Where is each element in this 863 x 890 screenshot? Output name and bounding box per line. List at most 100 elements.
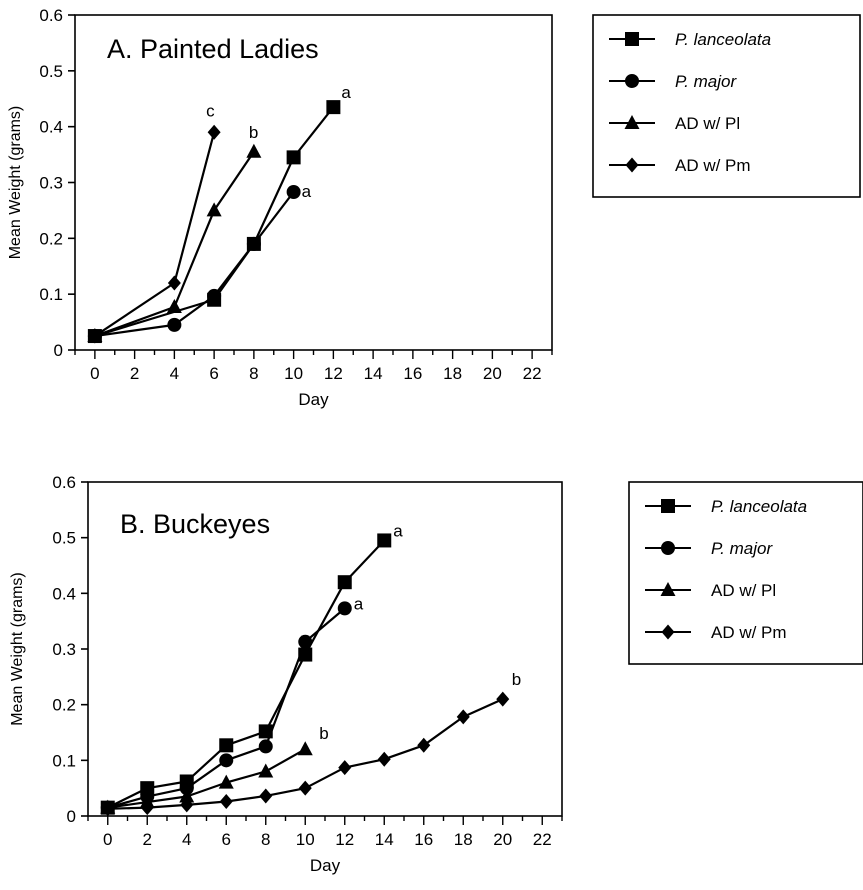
legend: P. lanceolata P. major AD w/ Pl AD w/ Pm <box>628 481 863 665</box>
y-tick-label: 0.4 <box>39 118 63 137</box>
legend-marker-triangle <box>660 582 676 596</box>
data-point-diamond <box>496 691 510 707</box>
data-point-circle <box>179 781 194 796</box>
y-tick-label: 0.3 <box>52 640 76 659</box>
data-point-diamond <box>88 328 102 344</box>
x-tick-label: 2 <box>143 830 152 849</box>
data-point-diamond <box>219 794 233 810</box>
y-axis-label: Mean Weight (grams) <box>9 572 26 726</box>
data-point-diamond <box>417 737 431 753</box>
y-tick-label: 0.6 <box>39 6 63 25</box>
legend-label: P. lanceolata <box>711 497 807 516</box>
legend-marker-circle <box>661 541 675 555</box>
y-tick-label: 0.1 <box>39 285 63 304</box>
legend-label: AD w/ Pm <box>711 623 787 642</box>
data-point-triangle <box>258 763 274 778</box>
series-line <box>94 191 295 338</box>
legend-label: AD w/ Pl <box>675 114 740 133</box>
y-axis-label: Mean Weight (grams) <box>7 106 24 260</box>
x-tick-label: 2 <box>130 364 139 383</box>
x-tick-label: 20 <box>483 364 502 383</box>
x-tick-label: 0 <box>103 830 112 849</box>
data-point-triangle <box>246 143 262 158</box>
chart-panel-a: 0 0.1 0.2 0.3 0.4 0.5 0.6 0 2 4 6 8 10 12 14 16 18 20 22 Da… <box>7 6 861 409</box>
data-point-square <box>377 533 392 548</box>
data-point-square <box>286 150 301 165</box>
data-point-circle <box>298 634 313 649</box>
x-tick-label: 10 <box>296 830 315 849</box>
series-line <box>107 748 306 809</box>
data-point-circle <box>286 184 301 199</box>
legend-marker-diamond <box>661 624 675 640</box>
y-tick-label: 0.1 <box>52 751 76 770</box>
data-point-circle <box>219 753 234 768</box>
x-tick-label: 10 <box>284 364 303 383</box>
data-point-diamond <box>298 780 312 796</box>
data-point-triangle <box>206 202 222 217</box>
legend-marker-diamond <box>625 157 639 173</box>
data-point-circle <box>258 739 273 754</box>
data-point-square <box>337 575 352 590</box>
data-point-diamond <box>259 788 273 804</box>
significance-letter: b <box>319 724 328 743</box>
y-tick-label: 0.5 <box>52 529 76 548</box>
data-point-diamond <box>167 275 181 291</box>
data-point-square <box>219 738 234 753</box>
data-point-square <box>326 100 341 115</box>
x-tick-label: 4 <box>182 830 191 849</box>
x-tick-label: 8 <box>261 830 270 849</box>
y-tick-label: 0 <box>54 341 63 360</box>
x-tick-label: 14 <box>375 830 394 849</box>
x-tick-label: 22 <box>533 830 552 849</box>
significance-letter: a <box>393 521 403 540</box>
x-tick-label: 20 <box>493 830 512 849</box>
legend-marker-triangle <box>624 115 640 129</box>
x-axis-label: Day <box>298 390 329 409</box>
significance-letter: b <box>512 670 521 689</box>
data-point-circle <box>167 317 182 332</box>
significance-letter: a <box>341 83 351 102</box>
legend-label: P. lanceolata <box>675 30 771 49</box>
y-tick-label: 0.4 <box>52 584 76 603</box>
significance-letter: c <box>206 101 215 120</box>
plot-frame <box>74 14 553 351</box>
y-tick-label: 0.6 <box>52 473 76 492</box>
x-tick-label: 4 <box>170 364 179 383</box>
data-point-triangle <box>297 741 313 756</box>
x-tick-label: 16 <box>403 364 422 383</box>
y-tick-label: 0.5 <box>39 62 63 81</box>
x-tick-label: 18 <box>443 364 462 383</box>
chart-title: A. Painted Ladies <box>107 34 319 64</box>
x-tick-label: 18 <box>454 830 473 849</box>
legend-marker-square <box>661 499 675 513</box>
x-tick-label: 0 <box>90 364 99 383</box>
data-point-diamond <box>377 751 391 767</box>
series-triangle: b <box>87 123 262 343</box>
series-circle: a <box>87 182 312 344</box>
legend-label: P. major <box>711 539 773 558</box>
chart-panel-b: 0 0.1 0.2 0.3 0.4 0.5 0.6 0 2 4 6 8 10 12 14 16 18 20 22 Da… <box>9 473 863 875</box>
y-tick-label: 0.2 <box>52 696 76 715</box>
series-diamond: c <box>88 101 221 344</box>
legend-label: AD w/ Pl <box>711 581 776 600</box>
data-point-circle <box>246 236 261 251</box>
series-diamond: b <box>101 670 521 817</box>
x-tick-label: 16 <box>414 830 433 849</box>
data-point-triangle <box>179 788 195 803</box>
data-point-triangle <box>218 774 234 789</box>
legend-marker-circle <box>625 74 639 88</box>
x-tick-label: 12 <box>335 830 354 849</box>
legend-label: AD w/ Pm <box>675 156 751 175</box>
legend-label: P. major <box>675 72 737 91</box>
data-point-diamond <box>140 800 154 816</box>
significance-letter: b <box>249 123 258 142</box>
data-point-diamond <box>180 797 194 813</box>
data-point-diamond <box>101 801 115 817</box>
significance-letter: a <box>354 594 364 613</box>
legend: P. lanceolata P. major AD w/ Pl AD w/ Pm <box>592 14 861 198</box>
y-tick-label: 0 <box>67 807 76 826</box>
significance-letter: a <box>302 182 312 201</box>
y-tick-label: 0.3 <box>39 174 63 193</box>
y-tick-label: 0.2 <box>39 229 63 248</box>
